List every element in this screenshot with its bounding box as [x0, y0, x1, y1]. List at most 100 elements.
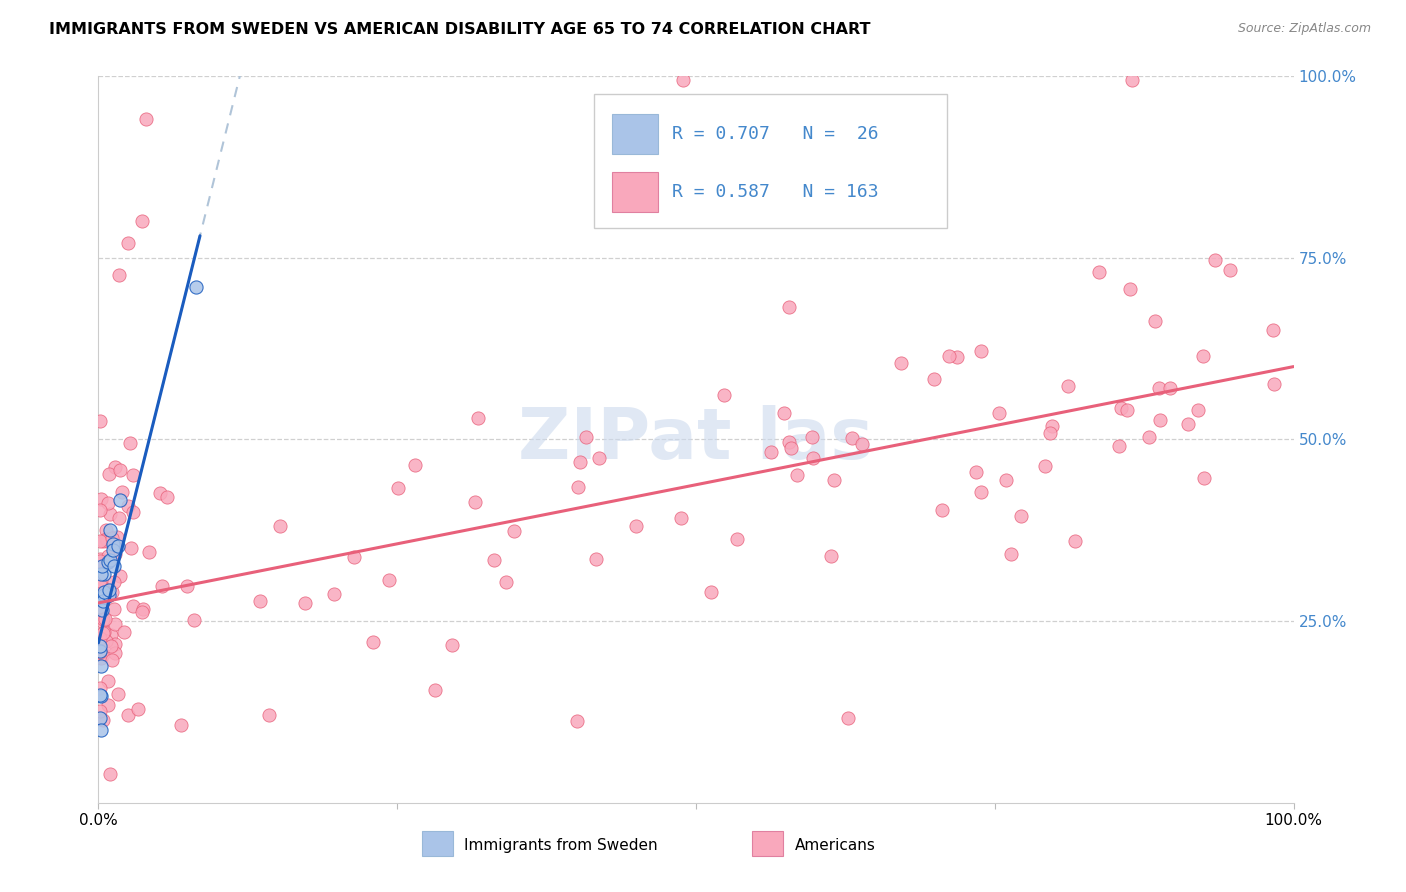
Point — [90, 593, 112, 607]
Point — [93, 625, 115, 640]
Point — [91, 594, 114, 608]
Point — [101, 653, 124, 667]
Point — [567, 480, 589, 494]
Point — [90, 651, 112, 665]
Point — [1000, 547, 1022, 561]
Point — [96, 533, 118, 547]
Point — [713, 388, 735, 402]
Point — [117, 500, 139, 514]
Point — [823, 473, 845, 487]
Point — [108, 463, 131, 477]
Point — [89, 574, 111, 589]
Point — [91, 534, 114, 549]
Point — [89, 599, 111, 614]
Point — [495, 574, 517, 589]
Point — [101, 585, 124, 599]
Point — [1219, 263, 1241, 277]
Bar — [613, 114, 658, 154]
Point — [257, 708, 280, 723]
Point — [176, 579, 198, 593]
Point — [773, 406, 796, 420]
Point — [1149, 413, 1171, 427]
Point — [922, 372, 945, 386]
Point — [100, 627, 122, 641]
Point — [970, 344, 993, 359]
Point — [931, 503, 953, 517]
Point — [134, 112, 156, 126]
Point — [100, 639, 122, 653]
Point — [91, 586, 114, 600]
Point — [89, 644, 111, 658]
Point — [149, 485, 172, 500]
Point — [98, 588, 121, 602]
Point — [186, 279, 208, 293]
Point — [938, 350, 960, 364]
Point — [90, 579, 112, 593]
Point — [1137, 430, 1160, 444]
Text: ZIPat las: ZIPat las — [519, 405, 873, 474]
Point — [93, 612, 115, 626]
Point — [269, 519, 291, 533]
Point — [103, 574, 125, 589]
Point — [89, 557, 111, 571]
Point — [98, 507, 121, 521]
Point — [378, 573, 401, 587]
FancyBboxPatch shape — [595, 94, 948, 228]
Point — [801, 450, 824, 465]
Point — [249, 594, 271, 608]
Point — [90, 491, 112, 506]
Point — [104, 617, 127, 632]
Point — [89, 552, 111, 566]
Point — [1263, 377, 1285, 392]
Point — [585, 552, 607, 566]
Point — [593, 118, 616, 132]
Point — [90, 659, 112, 673]
Point — [94, 612, 117, 626]
Point — [404, 458, 426, 473]
Point — [89, 591, 111, 606]
Point — [387, 481, 409, 495]
Point — [98, 552, 121, 566]
Point — [1108, 439, 1130, 453]
Point — [1109, 401, 1132, 416]
Point — [780, 442, 803, 456]
Point — [127, 702, 149, 716]
Point — [105, 530, 128, 544]
Text: Americans: Americans — [794, 838, 876, 853]
Point — [671, 511, 693, 525]
Point — [103, 646, 125, 660]
Point — [101, 542, 124, 557]
Point — [1121, 73, 1143, 87]
Point — [322, 586, 344, 600]
Text: R = 0.707   N =  26: R = 0.707 N = 26 — [672, 125, 879, 143]
Point — [987, 406, 1010, 420]
Bar — [613, 172, 658, 212]
Point — [132, 601, 155, 615]
Point — [94, 634, 117, 648]
Point — [96, 496, 118, 510]
Point — [112, 624, 135, 639]
Point — [89, 591, 111, 605]
Point — [626, 518, 648, 533]
Point — [89, 533, 111, 548]
Point — [820, 549, 842, 564]
Point — [966, 465, 988, 479]
Point — [93, 588, 115, 602]
Point — [97, 674, 120, 689]
Point — [503, 524, 526, 538]
Point — [97, 555, 120, 569]
Point — [104, 636, 127, 650]
Point — [1039, 425, 1062, 440]
Point — [91, 603, 114, 617]
Point — [121, 599, 143, 614]
Point — [131, 214, 153, 228]
Point — [103, 460, 125, 475]
Point — [1261, 323, 1284, 337]
Point — [294, 596, 316, 610]
Point — [841, 432, 863, 446]
Point — [104, 548, 127, 562]
Point — [89, 502, 111, 516]
Point — [91, 558, 114, 573]
Point — [1010, 509, 1032, 524]
Point — [90, 723, 112, 738]
